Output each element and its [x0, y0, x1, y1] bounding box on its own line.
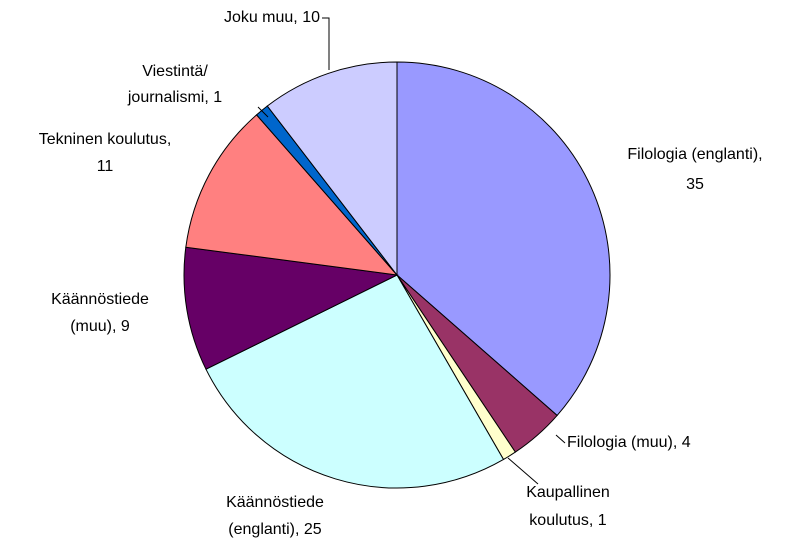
pie-slice [396, 61, 611, 417]
pie-slice [185, 114, 399, 276]
leader-line [507, 457, 539, 485]
data-label: Tekninen koulutus, [39, 131, 172, 148]
data-label: 35 [686, 176, 704, 193]
data-label: (muu), 9 [70, 318, 130, 335]
data-label: Filologia (muu), 4 [567, 434, 691, 451]
data-label: journalismi, 1 [127, 89, 222, 106]
pie-slice [205, 274, 505, 489]
data-label: Viestintä/ [142, 63, 208, 80]
data-label: (englanti), 25 [228, 521, 321, 538]
data-label: Käännöstiede [226, 494, 324, 511]
data-label: Käännöstiede [51, 291, 149, 308]
leader-line [555, 434, 566, 444]
data-label: Filologia (englanti), [627, 146, 762, 163]
data-label: 11 [97, 158, 114, 175]
leader-line [257, 106, 269, 118]
pie-slice [266, 61, 398, 277]
data-label: Kaupallinen [526, 484, 610, 501]
pie-slice [183, 246, 399, 370]
leader-line [322, 17, 330, 70]
data-label: Joku muu, 10 [224, 9, 320, 26]
data-label: koulutus, 1 [529, 512, 606, 529]
